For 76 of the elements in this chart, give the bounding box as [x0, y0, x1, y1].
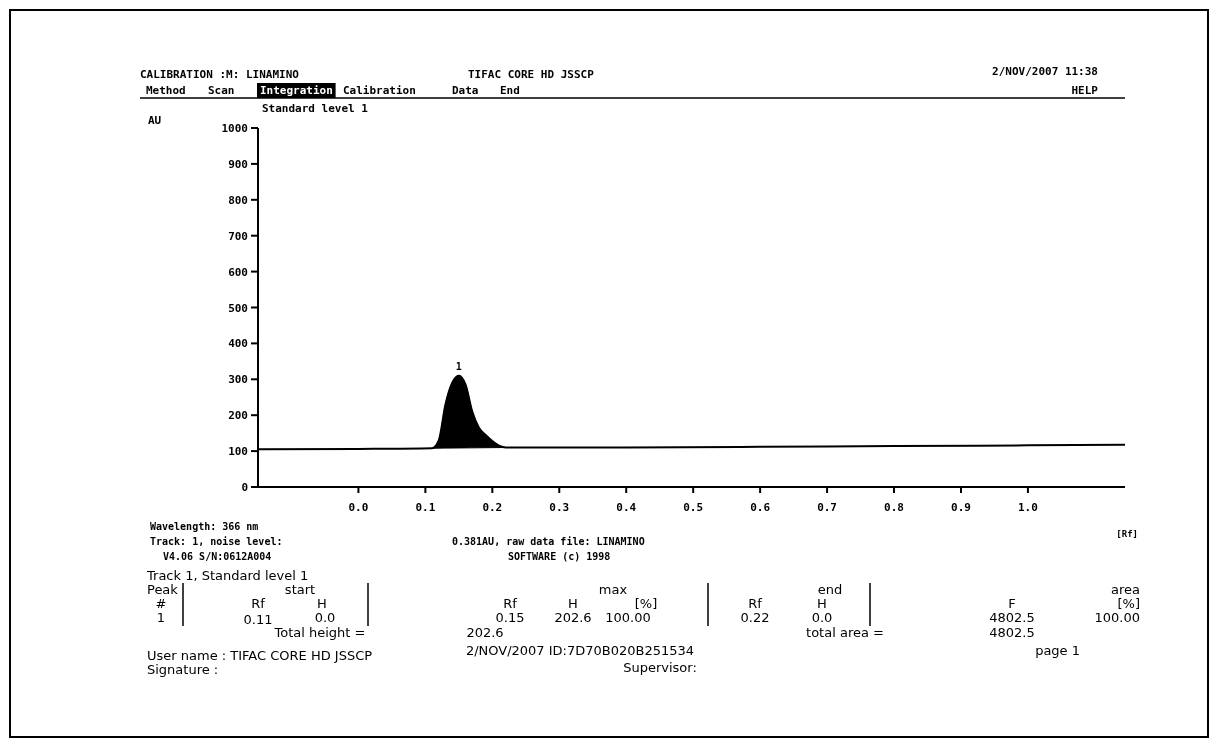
text: 0.11: [243, 612, 273, 627]
x-tick-label: 0.6: [750, 501, 771, 514]
text: page 1: [1035, 643, 1080, 658]
text: Method: [146, 84, 186, 97]
text: 100.00: [605, 610, 651, 625]
x-axis-title: [Rf]: [1116, 529, 1138, 539]
text: #: [155, 596, 167, 611]
y-tick-label: 400: [228, 337, 248, 351]
text: Calibration: [343, 84, 416, 97]
y-tick-label: 700: [228, 229, 248, 243]
y-tick-label: 500: [228, 301, 248, 315]
text: End: [500, 84, 520, 97]
text: HELP: [1071, 84, 1099, 97]
text: SOFTWARE (c) 1998: [508, 551, 611, 562]
x-tick-label: 0.0: [348, 501, 369, 514]
text: H: [817, 596, 827, 611]
text: F: [1008, 596, 1016, 611]
text: total area =: [806, 625, 884, 640]
text: H: [317, 596, 327, 611]
text: 2/NOV/2007 11:38: [992, 65, 1098, 78]
text: Data: [452, 84, 479, 97]
text: 0.381AU, raw data file: LINAMINO: [452, 536, 645, 547]
text: 0.22: [740, 610, 770, 625]
text: area: [1111, 582, 1140, 597]
text: Scan: [208, 84, 235, 97]
text: Wavelength: 366 nm: [150, 521, 259, 532]
text: 0.0: [314, 610, 336, 625]
text: V4.06 S/N:0612A004: [163, 551, 272, 562]
text: start: [284, 582, 316, 597]
text: Track: 1, noise level:: [150, 536, 283, 547]
x-tick-label: 0.7: [817, 501, 838, 514]
y-tick-label: 0: [241, 481, 248, 494]
y-tick-label: 300: [228, 373, 248, 387]
text: 202.6: [554, 610, 592, 625]
text: Peak: [147, 582, 179, 597]
x-tick-label: 0.5: [683, 501, 704, 514]
x-tick-label: 0.9: [951, 501, 971, 514]
text: 4802.5: [989, 610, 1035, 625]
text: 0.0: [811, 610, 833, 625]
x-tick-label: 0.2: [482, 501, 503, 514]
text: 202.6: [466, 625, 504, 640]
text: Signature :: [147, 662, 219, 677]
text: Total height =: [273, 625, 366, 640]
text: CALIBRATION :M: LINAMINO: [140, 68, 300, 81]
text: User name : TIFAC CORE HD JSSCP: [147, 648, 373, 663]
text: end: [817, 582, 843, 597]
text: 100.00: [1094, 610, 1140, 625]
y-tick-label: 900: [228, 157, 248, 171]
text: Supervisor:: [623, 660, 697, 675]
text: 1: [156, 610, 166, 625]
y-tick-label: 1000: [221, 122, 248, 135]
y-tick-label: 200: [228, 409, 248, 423]
text: Rf: [748, 596, 763, 611]
y-tick-label: 600: [228, 265, 248, 279]
y-tick-label: 100: [228, 445, 248, 459]
annotation: 1: [455, 360, 462, 372]
text: 4802.5: [989, 625, 1035, 640]
x-tick-label: 0.8: [884, 501, 904, 514]
x-tick-label: 1.0: [1017, 501, 1038, 514]
text: 0.15: [495, 610, 525, 625]
text: Rf: [251, 596, 266, 611]
text: 2/NOV/2007 ID:7D70B020B251534: [465, 643, 695, 658]
text: [%]: [634, 596, 658, 611]
x-tick-label: 0.1: [415, 501, 436, 514]
y-tick-label: 800: [228, 193, 248, 207]
text: max: [598, 582, 628, 597]
text: H: [568, 596, 578, 611]
text: [%]: [1117, 596, 1140, 611]
x-tick-label: 0.3: [549, 501, 570, 514]
text: AU: [148, 114, 162, 127]
text: Track 1, Standard level 1: [146, 568, 309, 583]
text: TIFAC CORE HD JSSCP: [468, 68, 595, 81]
chart-title: Standard level 1: [262, 102, 369, 115]
text: Integration: [260, 84, 333, 97]
x-tick-label: 0.4: [616, 501, 637, 514]
text: Rf: [503, 596, 518, 611]
